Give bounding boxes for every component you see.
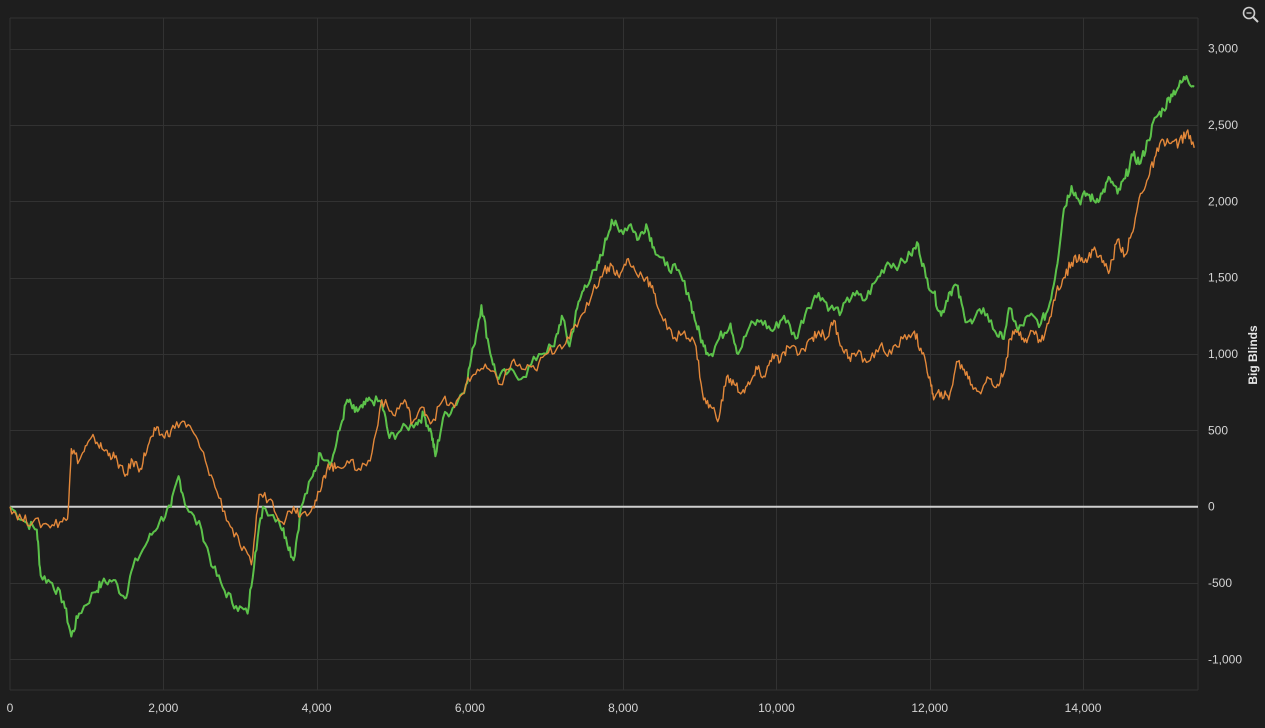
y-tick-label: 3,000 <box>1208 42 1238 56</box>
x-tick-label: 8,000 <box>608 701 638 715</box>
y-tick-label: 0 <box>1208 500 1215 514</box>
zoom-icon <box>1242 6 1259 23</box>
x-tick-label: 10,000 <box>758 701 795 715</box>
y-tick-label: -1,000 <box>1208 652 1242 666</box>
y-tick-label: 500 <box>1208 423 1228 437</box>
x-tick-label: 4,000 <box>302 701 332 715</box>
y-axis-tick-labels: 3,000 2,500 2,000 1,500 1,000 500 0 -500 -1,000 <box>1208 42 1242 667</box>
series-line-1 <box>9 75 1195 638</box>
grid-layer <box>9 17 1199 691</box>
zoom-button[interactable] <box>1240 4 1262 26</box>
y-tick-label: 2,500 <box>1208 118 1238 132</box>
series-line-2 <box>9 129 1195 566</box>
y-tick-label: -500 <box>1208 576 1232 590</box>
x-tick-label: 2,000 <box>148 701 178 715</box>
x-tick-label: 0 <box>7 701 14 715</box>
x-tick-label: 14,000 <box>1065 701 1102 715</box>
y-tick-label: 2,000 <box>1208 194 1238 208</box>
y-axis-label: Big Blinds <box>1246 325 1260 385</box>
y-tick-label: 1,000 <box>1208 347 1238 361</box>
x-tick-label: 12,000 <box>911 701 948 715</box>
y-tick-label: 1,500 <box>1208 271 1238 285</box>
x-axis-tick-labels: 0 2,000 4,000 6,000 8,000 10,000 12,000 14,000 <box>7 701 1102 715</box>
x-tick-label: 6,000 <box>455 701 485 715</box>
series-layer <box>9 75 1195 638</box>
